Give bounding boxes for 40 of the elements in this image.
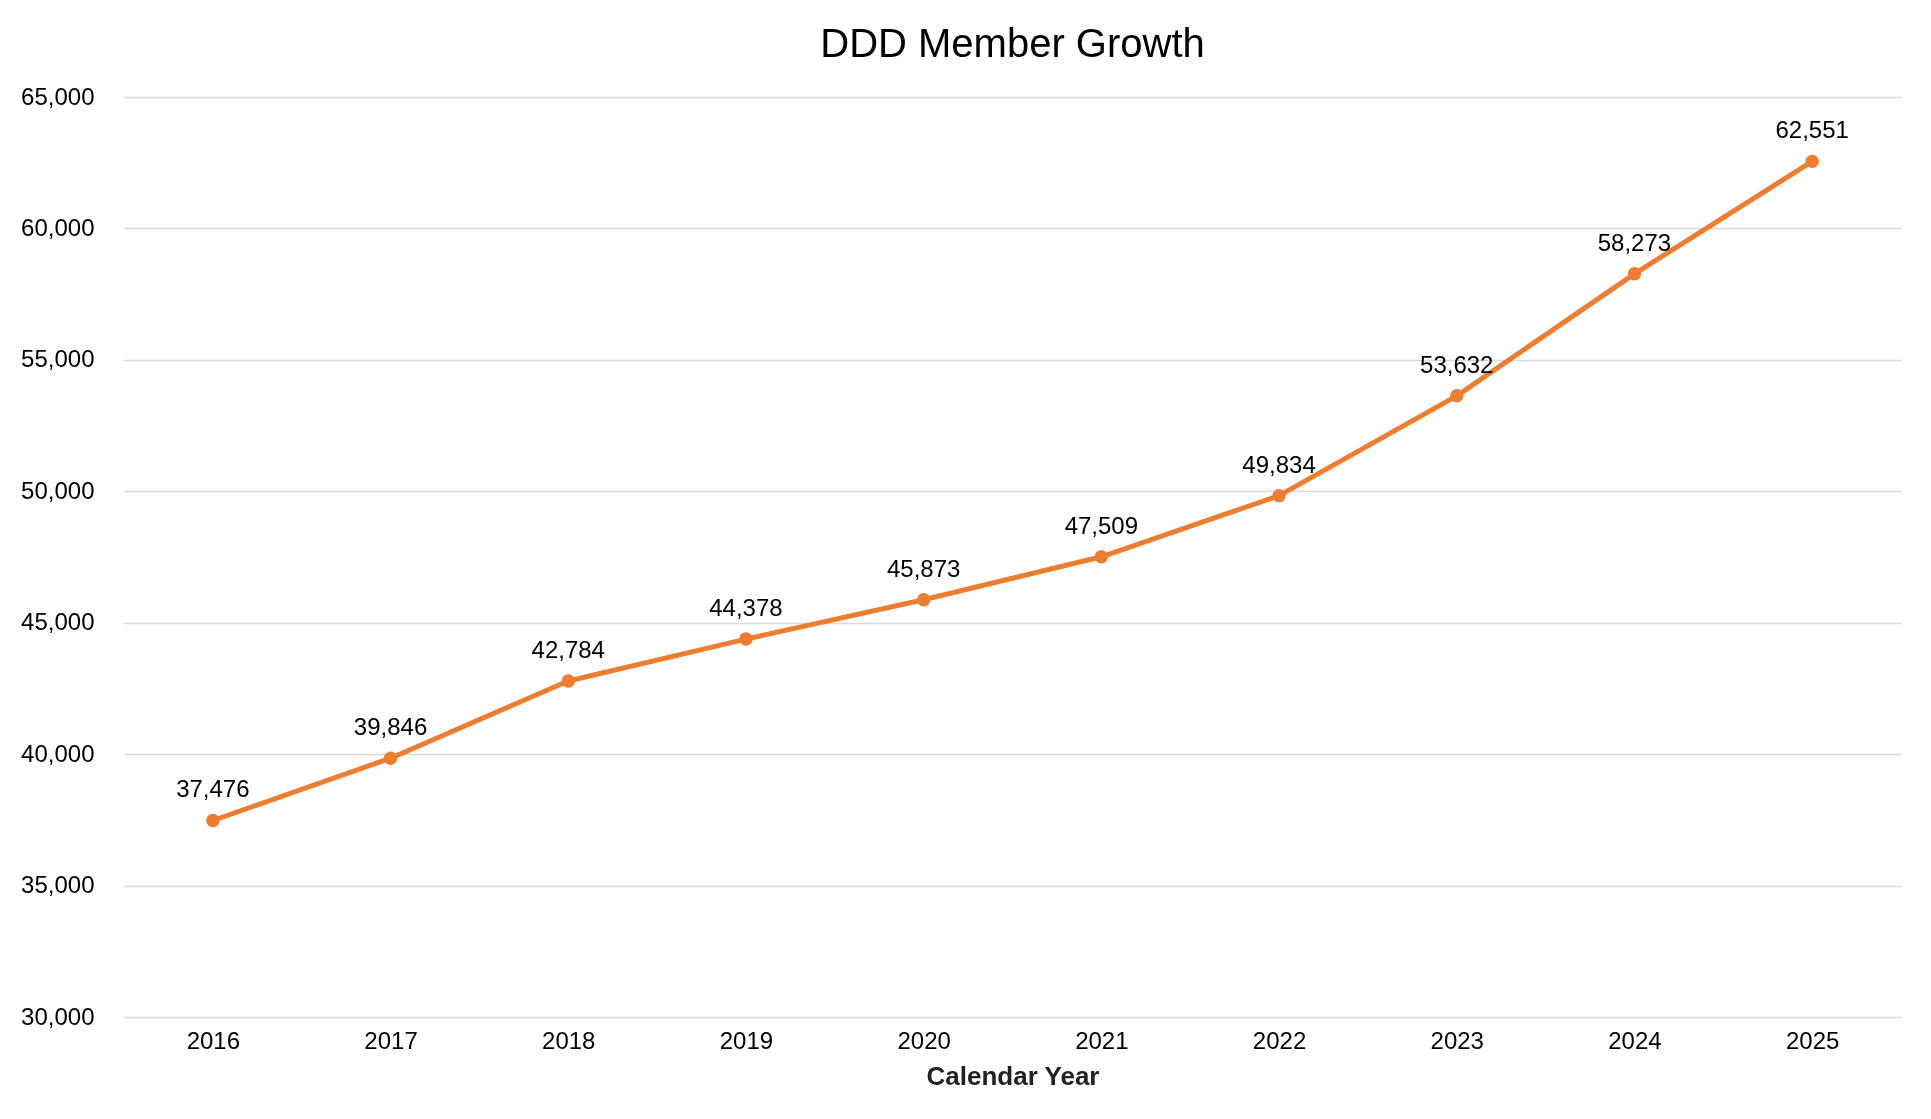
data-label: 53,632: [1420, 350, 1494, 378]
point: [1805, 154, 1819, 169]
data-label: 62,551: [1775, 116, 1849, 144]
y-tick-label: 65,000: [21, 82, 95, 110]
point: [916, 593, 931, 607]
chart-title: DDD Member Growth: [820, 21, 1205, 65]
point: [1450, 389, 1464, 403]
y-tick-label: 30,000: [21, 1002, 95, 1030]
x-tick-label: 2019: [719, 1026, 774, 1054]
y-tick-label: 50,000: [21, 476, 95, 504]
point: [561, 674, 575, 688]
point: [1272, 488, 1286, 503]
y-tick-label: 55,000: [21, 345, 95, 373]
data-label: 37,476: [176, 775, 250, 803]
point: [739, 632, 753, 646]
y-tick-label: 40,000: [21, 739, 95, 767]
data-label: 45,873: [886, 554, 961, 582]
x-tick-label: 2020: [897, 1026, 951, 1054]
x-tick-label: 2022: [1252, 1026, 1307, 1054]
point: [206, 813, 220, 828]
point: [1627, 267, 1642, 281]
data-label: 42,784: [531, 635, 605, 663]
x-tick-label: 2017: [364, 1026, 418, 1054]
data-label: 49,834: [1242, 450, 1316, 478]
data-label: 47,509: [1064, 511, 1139, 539]
data-label: 39,846: [353, 713, 428, 741]
x-tick-label: 2021: [1075, 1026, 1129, 1054]
x-tick-label: 2023: [1430, 1026, 1484, 1054]
y-tick-label: 35,000: [21, 871, 95, 899]
y-tick-label: 45,000: [21, 608, 95, 636]
data-label: 58,273: [1597, 228, 1672, 256]
y-tick-label: 60,000: [21, 213, 95, 241]
x-tick-label: 2016: [186, 1026, 241, 1054]
x-tick-label: 2018: [542, 1026, 596, 1054]
point: [383, 751, 398, 765]
x-tick-label: 2025: [1785, 1026, 1840, 1054]
point: [1094, 550, 1109, 564]
data-label: 44,378: [709, 594, 783, 622]
x-axis-title: Calendar Year: [926, 1060, 1100, 1091]
x-tick-label: 2024: [1608, 1026, 1662, 1054]
